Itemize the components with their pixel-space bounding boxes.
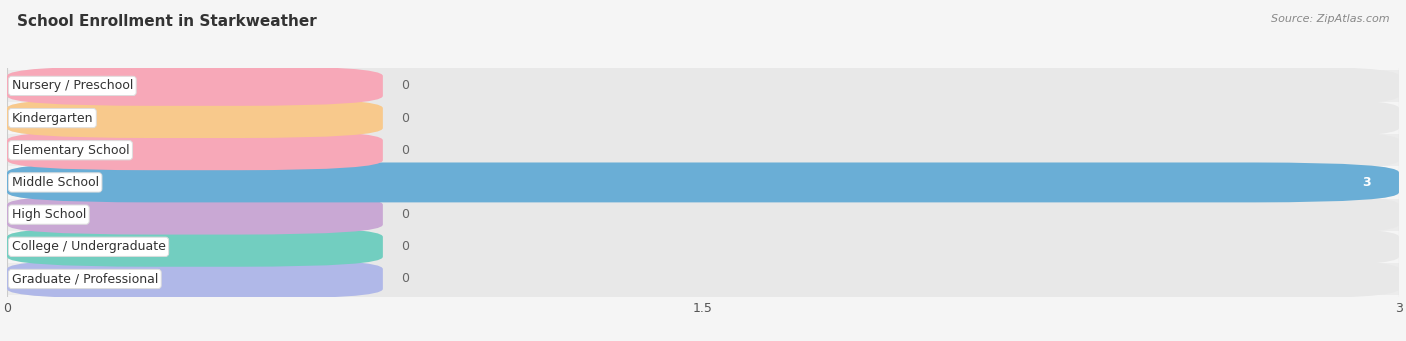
Text: 0: 0: [402, 272, 409, 285]
Text: 0: 0: [402, 144, 409, 157]
FancyBboxPatch shape: [7, 162, 1399, 203]
Text: Source: ZipAtlas.com: Source: ZipAtlas.com: [1271, 14, 1389, 24]
Text: 0: 0: [402, 208, 409, 221]
Bar: [7, 166, 1399, 198]
Text: Elementary School: Elementary School: [11, 144, 129, 157]
FancyBboxPatch shape: [7, 162, 1399, 203]
Bar: [7, 134, 1399, 166]
Text: Nursery / Preschool: Nursery / Preschool: [11, 79, 134, 92]
FancyBboxPatch shape: [7, 130, 382, 170]
FancyBboxPatch shape: [7, 130, 1399, 170]
FancyBboxPatch shape: [7, 66, 1399, 106]
Text: 3: 3: [1362, 176, 1371, 189]
FancyBboxPatch shape: [7, 195, 382, 235]
Text: 0: 0: [402, 112, 409, 124]
Bar: [7, 263, 1399, 295]
Text: High School: High School: [11, 208, 86, 221]
Bar: [7, 231, 1399, 263]
Bar: [7, 70, 1399, 102]
Bar: [7, 102, 1399, 134]
FancyBboxPatch shape: [7, 195, 1399, 235]
Text: 0: 0: [402, 240, 409, 253]
FancyBboxPatch shape: [7, 259, 382, 299]
FancyBboxPatch shape: [7, 98, 1399, 138]
Text: Middle School: Middle School: [11, 176, 98, 189]
Text: Kindergarten: Kindergarten: [11, 112, 93, 124]
Text: School Enrollment in Starkweather: School Enrollment in Starkweather: [17, 14, 316, 29]
Bar: [7, 198, 1399, 231]
FancyBboxPatch shape: [7, 227, 382, 267]
FancyBboxPatch shape: [7, 98, 382, 138]
Text: 0: 0: [402, 79, 409, 92]
FancyBboxPatch shape: [7, 66, 382, 106]
FancyBboxPatch shape: [7, 259, 1399, 299]
Text: Graduate / Professional: Graduate / Professional: [11, 272, 157, 285]
Text: College / Undergraduate: College / Undergraduate: [11, 240, 166, 253]
FancyBboxPatch shape: [7, 227, 1399, 267]
